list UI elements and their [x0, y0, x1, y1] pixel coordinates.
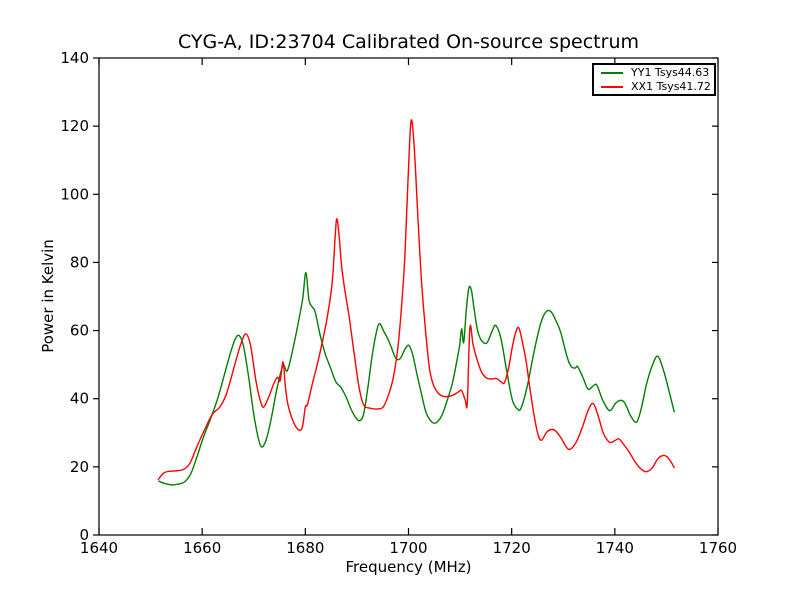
y-tick-label: 80 — [70, 253, 89, 271]
y-axis-label-text: Power in Kelvin — [39, 239, 57, 353]
legend-item: YY1 Tsys44.63 — [594, 66, 714, 79]
chart-title: CYG-A, ID:23704 Calibrated On-source spe… — [177, 31, 639, 53]
x-tick-label: 1720 — [493, 539, 531, 557]
legend-item: XX1 Tsys41.72 — [594, 80, 714, 93]
y-tick-label: 60 — [70, 322, 89, 340]
x-tick-label: 1740 — [596, 539, 634, 557]
x-tick-label: 1660 — [183, 539, 221, 557]
x-axis-label: Frequency (MHz) — [345, 558, 472, 576]
legend-label: XX1 Tsys41.72 — [631, 80, 711, 93]
x-tick-label: 1760 — [699, 539, 737, 557]
y-tick-label: 20 — [70, 458, 89, 476]
y-tick-label: 100 — [60, 185, 89, 203]
legend-label: YY1 Tsys44.63 — [631, 66, 710, 79]
x-tick-label: 1680 — [286, 539, 324, 557]
y-tick-label: 140 — [60, 49, 89, 67]
axes-frame — [98, 57, 719, 536]
y-tick-label: 40 — [70, 390, 89, 408]
y-tick-label: 0 — [79, 526, 89, 544]
x-tick-label: 1700 — [389, 539, 427, 557]
y-tick-label: 120 — [60, 117, 89, 135]
series-line-yy1 — [158, 271, 675, 486]
legend: YY1 Tsys44.63 XX1 Tsys41.72 — [592, 63, 716, 96]
legend-line-swatch-xx1 — [601, 85, 623, 88]
x-tick-label: 1640 — [80, 539, 118, 557]
legend-line-swatch-yy1 — [601, 71, 623, 74]
series-line-xx1 — [157, 119, 675, 481]
